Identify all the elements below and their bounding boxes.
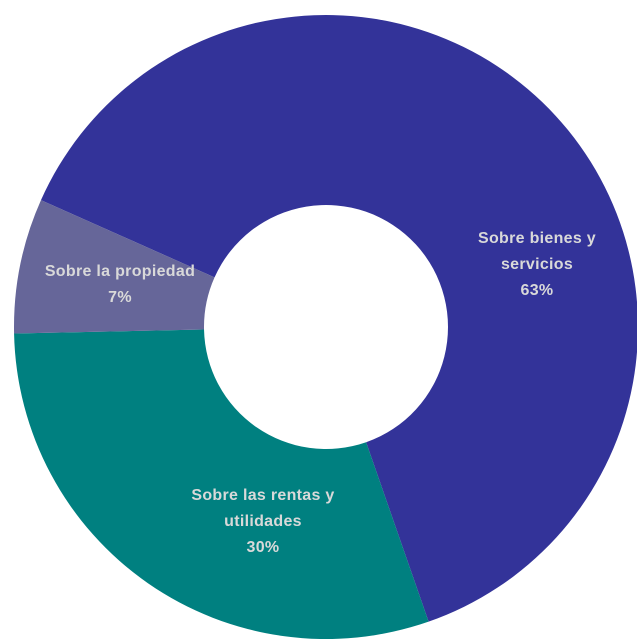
slice-value: 7% <box>108 289 132 306</box>
donut-slice <box>13 200 215 334</box>
slice-name: Sobre la propiedad <box>44 263 196 280</box>
slice-label: Sobre la propiedad 7% <box>45 259 195 311</box>
slice-label: Sobre bienes y servicios 63% <box>447 226 627 304</box>
slice-name: Sobre las rentas y utilidades <box>191 487 335 530</box>
slice-name: Sobre bienes y servicios <box>477 230 597 273</box>
slice-label: Sobre las rentas y utilidades 30% <box>153 483 373 561</box>
donut-slice <box>40 15 637 622</box>
slice-value: 30% <box>246 539 280 556</box>
slice-value: 63% <box>520 282 554 299</box>
donut-slice <box>14 329 429 639</box>
